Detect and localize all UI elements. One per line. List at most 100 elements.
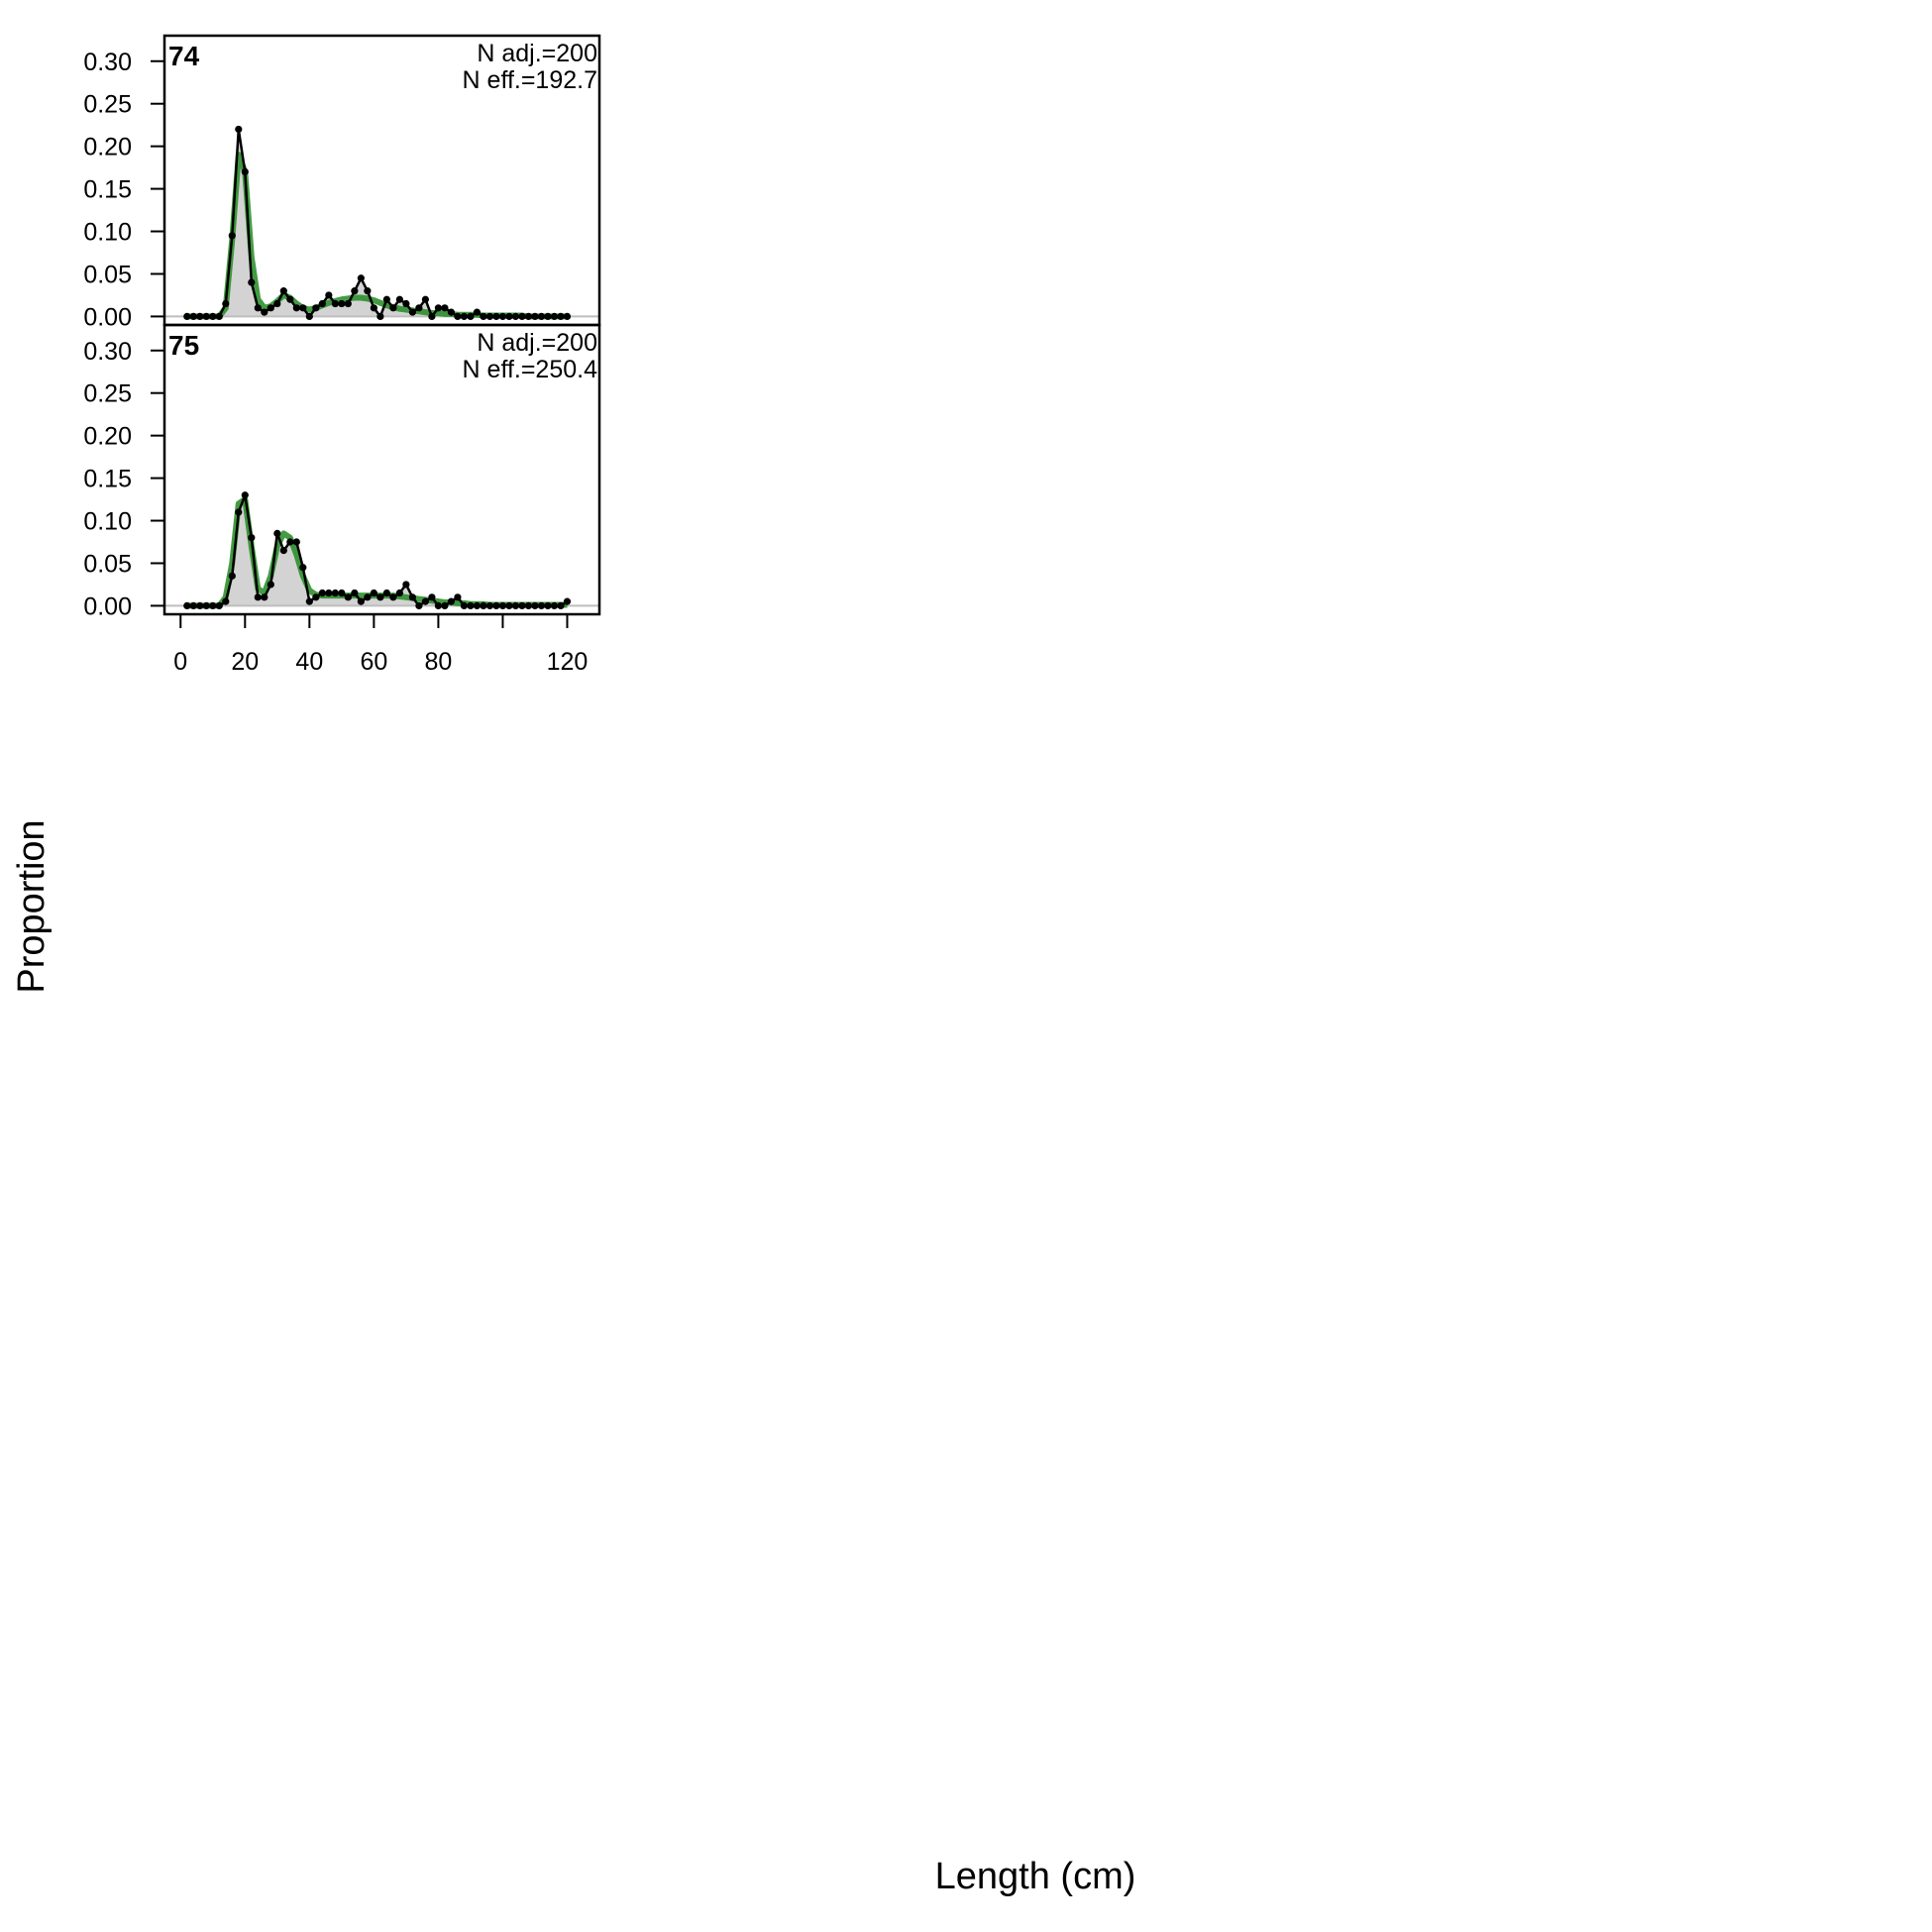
observed-point — [447, 597, 456, 605]
observed-point — [473, 308, 482, 316]
observed-point — [299, 564, 307, 572]
y-tick-label: 0.20 — [83, 134, 132, 161]
observed-point — [382, 589, 390, 597]
observed-point — [209, 312, 217, 321]
observed-point — [364, 287, 372, 295]
observed-point — [312, 593, 320, 601]
observed-point — [415, 601, 423, 610]
panel-frame — [162, 323, 601, 616]
panel-annotation: N adj.=200 — [477, 40, 597, 67]
observed-point — [299, 304, 307, 312]
observed-point — [544, 601, 552, 610]
observed-point — [480, 312, 487, 321]
observed-point — [454, 593, 462, 601]
y-tick-label: 0.05 — [83, 550, 132, 578]
y-axis-title: Proportion — [11, 819, 53, 993]
observed-point — [248, 534, 256, 542]
observed-point — [254, 593, 262, 601]
observed-point — [395, 295, 403, 303]
observed-point — [286, 538, 294, 546]
observed-point — [447, 308, 456, 316]
x-axis: 0 20 40 60 80 120 — [173, 614, 588, 676]
y-tick-label: 0.10 — [83, 219, 132, 247]
observed-point — [267, 581, 274, 589]
observed-point — [473, 601, 482, 610]
observed-area — [186, 494, 568, 606]
observed-point — [292, 304, 300, 312]
observed-point — [382, 295, 390, 303]
observed-point — [318, 299, 326, 308]
observed-point — [389, 304, 397, 312]
y-tick-label: 0.00 — [83, 303, 132, 331]
panel-annotation: N eff.=250.4 — [463, 356, 598, 383]
observed-point — [235, 125, 243, 134]
observed-point — [441, 601, 449, 610]
observed-point — [248, 278, 256, 286]
observed-point — [318, 589, 326, 597]
observed-point — [460, 601, 469, 610]
x-tick-label: 40 — [295, 648, 323, 676]
observed-point — [261, 593, 268, 601]
observed-point — [325, 589, 333, 597]
observed-point — [402, 581, 410, 589]
observed-point — [292, 538, 300, 546]
observed-point — [338, 299, 346, 308]
observed-point — [531, 312, 539, 321]
observed-point — [241, 167, 249, 176]
observed-point — [498, 601, 507, 610]
y-tick-label: 0.30 — [83, 49, 132, 76]
observed-point — [189, 312, 197, 321]
x-tick-label: 80 — [425, 648, 453, 676]
observed-point — [434, 304, 443, 312]
observed-point — [415, 304, 423, 312]
observed-point — [524, 601, 533, 610]
x-tick-label: 0 — [173, 648, 187, 676]
observed-point — [228, 572, 236, 580]
observed-point — [518, 601, 526, 610]
observed-point — [402, 299, 410, 308]
observed-point — [511, 601, 520, 610]
observed-point — [344, 299, 352, 308]
observed-point — [428, 593, 436, 601]
observed-point — [557, 601, 565, 610]
observed-point — [261, 308, 268, 316]
observed-point — [357, 274, 365, 282]
observed-point — [408, 593, 416, 601]
observed-point — [467, 312, 475, 321]
observed-point — [550, 312, 559, 321]
observed-point — [511, 312, 520, 321]
panel-annotation: N adj.=200 — [477, 329, 597, 357]
observed-point — [202, 312, 210, 321]
observed-point — [376, 312, 384, 321]
observed-point — [286, 295, 294, 303]
observed-point — [189, 601, 197, 610]
observed-point — [338, 589, 346, 597]
observed-point — [460, 312, 469, 321]
observed-point — [537, 312, 546, 321]
observed-point — [312, 304, 320, 312]
observed-point — [267, 304, 274, 312]
observed-point — [215, 312, 223, 321]
y-tick-label: 0.25 — [83, 380, 132, 408]
observed-point — [364, 593, 372, 601]
observed-point — [563, 312, 572, 321]
observed-point — [505, 312, 513, 321]
y-tick-label: 0.15 — [83, 176, 132, 204]
observed-point — [215, 601, 223, 610]
observed-point — [202, 601, 210, 610]
y-tick-label: 0.20 — [83, 423, 132, 451]
y-tick-label: 0.15 — [83, 466, 132, 493]
observed-point — [524, 312, 533, 321]
observed-point — [305, 597, 313, 605]
observed-point — [196, 601, 204, 610]
observed-point — [344, 593, 352, 601]
observed-point — [421, 597, 429, 605]
observed-point — [228, 232, 236, 240]
panel-75: 0.00 0.05 0.10 0.15 0.20 0.25 0.30 75 N adj.=200… — [83, 323, 601, 620]
observed-point — [467, 601, 475, 610]
y-tick-label: 0.30 — [83, 338, 132, 366]
observed-point — [209, 601, 217, 610]
observed-point — [454, 312, 462, 321]
observed-point — [183, 601, 191, 610]
